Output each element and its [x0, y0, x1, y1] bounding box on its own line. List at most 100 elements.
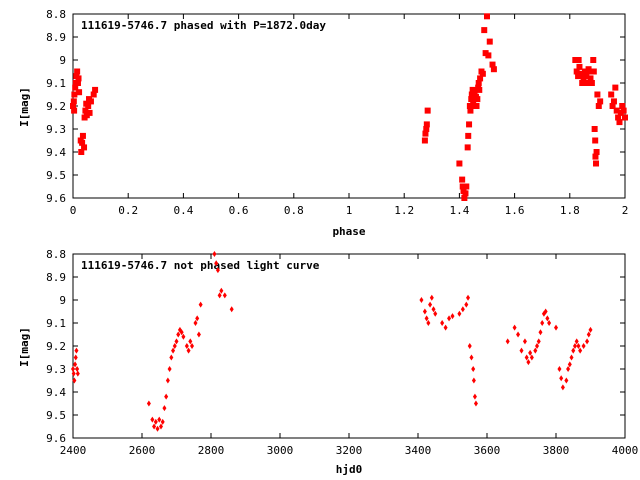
data-point — [74, 68, 81, 75]
data-point — [162, 405, 167, 412]
data-point — [152, 423, 157, 430]
data-point — [593, 160, 600, 167]
data-point — [217, 292, 222, 299]
data-point — [528, 349, 533, 356]
data-point — [219, 287, 224, 294]
data-point — [79, 139, 86, 146]
data-point — [164, 393, 169, 400]
data-point — [461, 195, 468, 201]
data-point — [422, 308, 427, 315]
chart-title: 111619-5746.7 phased with P=1872.0day — [81, 19, 326, 32]
data-point — [440, 320, 445, 326]
data-point — [559, 375, 564, 382]
data-point — [571, 347, 576, 354]
data-point — [588, 326, 593, 333]
data-point — [473, 400, 478, 407]
data-point — [557, 366, 562, 372]
x-tick-label: 1 — [346, 204, 353, 217]
data-point — [157, 416, 162, 423]
data-point — [426, 320, 431, 326]
data-point — [490, 66, 497, 73]
data-point — [615, 114, 622, 121]
x-axis-label: phase — [332, 225, 365, 238]
data-point — [540, 320, 545, 326]
data-point — [469, 354, 474, 361]
data-point — [72, 377, 77, 384]
x-tick-label: 2400 — [60, 444, 87, 457]
data-point — [82, 107, 89, 114]
data-point — [433, 310, 438, 317]
data-point — [586, 331, 591, 338]
data-point — [447, 315, 452, 322]
data-point — [464, 144, 471, 151]
data-point — [78, 149, 85, 155]
data-point — [71, 91, 78, 98]
data-point — [512, 324, 517, 331]
data-point — [585, 338, 590, 345]
data-point — [71, 366, 75, 372]
data-point — [70, 98, 77, 105]
data-point — [167, 366, 172, 372]
data-point — [479, 70, 486, 77]
data-point — [526, 359, 531, 366]
data-point — [421, 137, 428, 144]
data-point — [581, 343, 586, 349]
data-point — [594, 91, 601, 98]
x-tick-label: 3600 — [474, 444, 501, 457]
data-point — [153, 418, 158, 425]
data-point — [146, 400, 151, 407]
data-point — [73, 361, 78, 368]
data-point — [212, 251, 217, 257]
x-tick-label: 0.2 — [118, 204, 138, 217]
data-point — [586, 68, 593, 75]
data-point — [590, 57, 597, 63]
data-point — [186, 347, 191, 354]
data-point — [87, 98, 94, 105]
data-point — [471, 366, 476, 372]
x-tick-label: 3000 — [267, 444, 294, 457]
data-point — [573, 68, 580, 75]
data-point — [459, 183, 466, 190]
unphased-light-curve-panel: 2400 2600 2800 3000 3200 3400 3600 3800 4000 8.8 8… — [18, 248, 638, 476]
data-point — [569, 354, 574, 361]
data-point — [481, 27, 488, 34]
data-point — [519, 347, 524, 354]
data-point — [516, 331, 521, 338]
data-point — [463, 183, 470, 190]
x-tick-label: 0.8 — [284, 204, 304, 217]
data-point — [423, 126, 430, 132]
data-point — [466, 103, 473, 109]
data-point — [619, 103, 626, 109]
data-point — [547, 320, 552, 326]
data-point — [489, 61, 496, 68]
data-point — [423, 121, 430, 128]
data-point — [92, 86, 99, 93]
data-point — [576, 343, 581, 349]
data-point — [466, 294, 471, 301]
data-point — [460, 306, 465, 313]
data-point — [169, 354, 174, 361]
data-point — [467, 343, 472, 349]
data-point — [622, 114, 628, 121]
data-point — [608, 91, 615, 98]
data-point — [176, 331, 181, 338]
data-point — [71, 370, 76, 377]
data-point — [572, 343, 577, 349]
data-point — [424, 107, 431, 114]
data-point — [505, 338, 510, 345]
x-tick-label: 1.6 — [505, 204, 525, 217]
data-point — [473, 103, 480, 109]
data-point — [545, 315, 550, 322]
data-point — [592, 153, 599, 160]
y-tick-label: 9.4 — [46, 386, 66, 399]
x-tick-label: 3800 — [543, 444, 570, 457]
data-point — [193, 320, 198, 326]
x-tick-label: 3400 — [405, 444, 432, 457]
data-point — [419, 297, 424, 303]
data-point — [85, 103, 92, 109]
x-tick-label: 2600 — [129, 444, 156, 457]
data-point — [222, 292, 227, 299]
data-point — [450, 313, 455, 320]
data-point — [431, 306, 436, 313]
data-point — [184, 343, 189, 349]
